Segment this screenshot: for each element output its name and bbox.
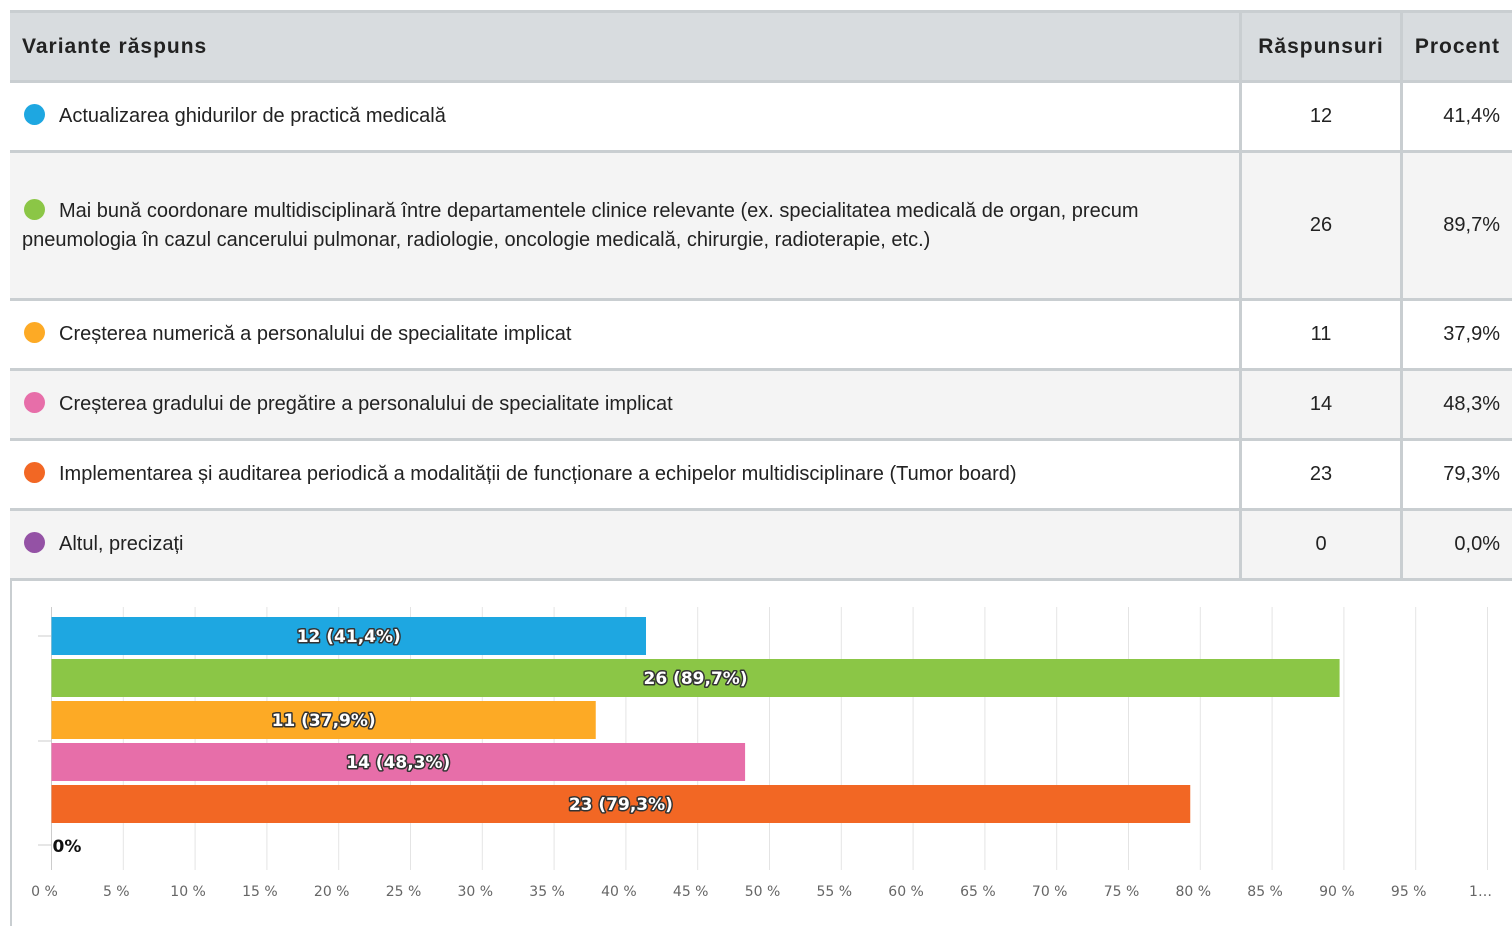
value-label: 14 (48,3%)	[346, 753, 450, 773]
answer-cell: Implementarea și auditarea periodică a m…	[10, 441, 1242, 508]
x-tick-label: 55 %	[817, 884, 853, 900]
table-row: Actualizarea ghidurilor de practică medi…	[10, 83, 1512, 153]
answer-label: Altul, precizați	[59, 533, 184, 555]
header-cell: Procent	[1414, 34, 1500, 58]
x-tick-label: 95 %	[1391, 884, 1427, 900]
bar	[51, 785, 1191, 823]
x-tick-label: 35 %	[529, 884, 565, 900]
color-dot	[24, 322, 45, 343]
x-tick-label: 65 %	[960, 884, 996, 900]
x-tick-label: 45 %	[673, 884, 709, 900]
answer-text: Creșterea gradului de pregătire a person…	[22, 390, 673, 419]
answer-label: Creșterea gradului de pregătire a person…	[59, 393, 673, 415]
x-tick-label: 30 %	[458, 884, 494, 900]
x-tick-label: 0 %	[31, 884, 58, 900]
answer-text: Actualizarea ghidurilor de practică medi…	[22, 102, 446, 131]
x-tick-label: 50 %	[745, 884, 781, 900]
count-cell: 26	[1242, 153, 1403, 298]
table-header: Variante răspuns Răspunsuri Procent	[10, 13, 1512, 83]
count-cell: 11	[1242, 301, 1403, 368]
x-tick-label: 1…	[1469, 884, 1492, 900]
x-tick-label: 60 %	[888, 884, 924, 900]
x-tick-label: 20 %	[314, 884, 350, 900]
color-dot	[24, 532, 45, 553]
color-dot	[24, 198, 45, 220]
value-label: 26 (89,7%)	[643, 669, 747, 689]
percent-cell: 0,0%	[1454, 533, 1500, 555]
x-tick-label: 15 %	[242, 884, 278, 900]
x-tick-label: 85 %	[1247, 884, 1283, 900]
bar	[51, 701, 596, 739]
answer-label: Mai bună coordonare multidisciplinară în…	[22, 199, 1139, 251]
value-label: 0%	[53, 837, 82, 857]
percent-cell: 41,4%	[1443, 105, 1500, 127]
bar	[51, 743, 746, 781]
answer-label: Implementarea și auditarea periodică a m…	[59, 463, 1017, 485]
color-dot	[24, 392, 45, 413]
answer-cell: Altul, precizați	[10, 511, 1242, 578]
x-tick-label: 10 %	[170, 884, 206, 900]
x-tick-label: 75 %	[1104, 884, 1140, 900]
answer-text: Mai bună coordonare multidisciplinară în…	[22, 197, 1227, 255]
count-cell: 0	[1242, 511, 1403, 578]
percent-cell: 48,3%	[1443, 393, 1500, 415]
x-tick-label: 25 %	[386, 884, 422, 900]
count-cell: 23	[1242, 441, 1403, 508]
answer-label: Creșterea numerică a personalului de spe…	[59, 323, 572, 345]
table-row: Creșterea gradului de pregătire a person…	[10, 371, 1512, 441]
percent-cell: 89,7%	[1443, 214, 1500, 236]
x-tick-label: 90 %	[1319, 884, 1355, 900]
results-table: Variante răspuns Răspunsuri Procent Actu…	[10, 10, 1512, 581]
answer-cell: Actualizarea ghidurilor de practică medi…	[10, 83, 1242, 150]
bar	[51, 617, 647, 655]
count-cell: 12	[1242, 83, 1403, 150]
value-label: 12 (41,4%)	[297, 627, 401, 647]
table-row: Altul, precizați 0 0,0%	[10, 511, 1512, 581]
answer-text: Implementarea și auditarea periodică a m…	[22, 460, 1017, 489]
value-label: 23 (79,3%)	[569, 795, 673, 815]
color-dot	[24, 462, 45, 483]
table-row: Implementarea și auditarea periodică a m…	[10, 441, 1512, 511]
table-row: Mai bună coordonare multidisciplinară în…	[10, 153, 1512, 301]
bar	[51, 659, 1340, 697]
color-dot	[24, 104, 45, 125]
percent-cell: 37,9%	[1443, 323, 1500, 345]
answer-cell: Creșterea numerică a personalului de spe…	[10, 301, 1242, 368]
answer-text: Creșterea numerică a personalului de spe…	[22, 320, 571, 349]
x-tick-label: 70 %	[1032, 884, 1068, 900]
x-tick-label: 80 %	[1176, 884, 1212, 900]
answer-cell: Mai bună coordonare multidisciplinară în…	[10, 153, 1242, 298]
percent-cell: 79,3%	[1443, 463, 1500, 485]
x-tick-label: 5 %	[103, 884, 130, 900]
header-cell: Răspunsuri	[1242, 13, 1403, 80]
answer-label: Actualizarea ghidurilor de practică medi…	[59, 105, 446, 127]
count-cell: 14	[1242, 371, 1403, 438]
header-cell: Variante răspuns	[10, 13, 1242, 80]
table-row: Creșterea numerică a personalului de spe…	[10, 301, 1512, 371]
bar-chart: 0 % 5 % 10 % 15 % 20 % 25 % 30 % 35 % 40 % 45 % 50…	[10, 580, 1492, 926]
answer-cell: Creșterea gradului de pregătire a person…	[10, 371, 1242, 438]
value-label: 11 (37,9%)	[272, 711, 376, 731]
answer-text: Altul, precizați	[22, 530, 184, 559]
x-tick-label: 40 %	[601, 884, 637, 900]
